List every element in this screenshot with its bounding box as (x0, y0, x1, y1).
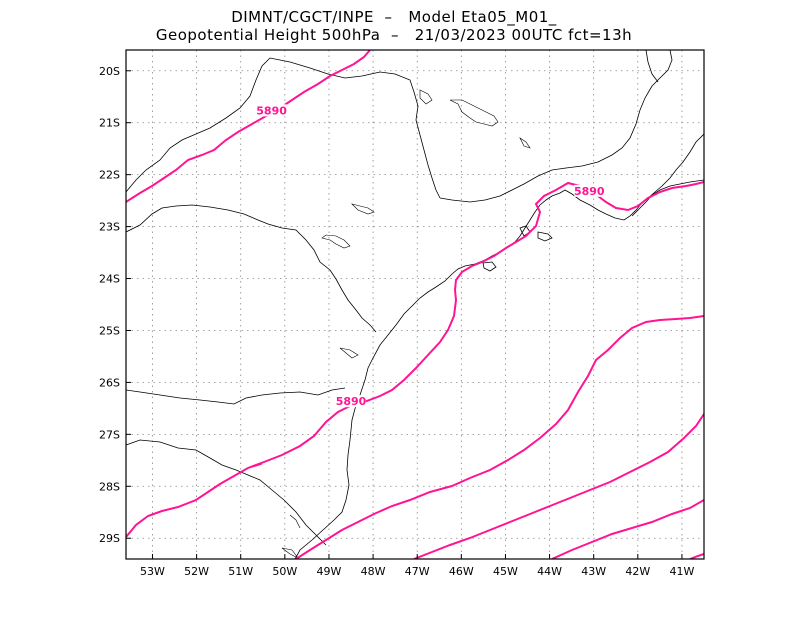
lat-tick-label: 22S (99, 169, 120, 182)
lon-tick-label: 43W (581, 565, 606, 578)
graticule-grid (126, 50, 704, 559)
lat-tick-label: 28S (99, 480, 120, 493)
border-rj-es (631, 179, 704, 217)
lat-tick-label: 23S (99, 221, 120, 234)
lon-tick-label: 53W (140, 565, 165, 578)
border-sp-pr (126, 204, 377, 333)
border-mg-rj (439, 50, 673, 203)
lat-tick-label: 27S (99, 428, 120, 441)
contour-label-bg (574, 184, 605, 197)
lon-tick-label: 42W (625, 565, 650, 578)
lon-tick-label: 44W (537, 565, 562, 578)
height-contours (126, 50, 704, 559)
lon-tick-label: 46W (449, 565, 474, 578)
border-sp-mg (126, 57, 441, 199)
lat-tick-label: 20S (99, 65, 120, 78)
contour-label: 5890 (574, 185, 605, 198)
contour-labels: 5890 5890 5890 (256, 104, 605, 408)
lat-tick-label: 21S (99, 117, 120, 130)
lon-tick-label: 51W (228, 565, 253, 578)
lat-tick-label: 26S (99, 376, 120, 389)
lat-tick-label: 29S (99, 532, 120, 545)
border-pr-sc (126, 387, 346, 405)
border-mg-es (645, 50, 659, 83)
chart-title-line1: DIMNT/CGCT/INPE – Model Eta05_M01_ (231, 8, 557, 26)
plot-frame (125, 49, 705, 560)
axis-ticks: 53W 52W 51W 50W 49W 48W 47W 46W 45W 44W 43W 42W 41W 2… (99, 65, 694, 578)
contour-5910 (413, 413, 704, 559)
lon-tick-label: 45W (493, 565, 518, 578)
lon-tick-label: 50W (272, 565, 297, 578)
contour-label-bg (256, 104, 287, 117)
contour-label: 5890 (256, 104, 287, 117)
contour-5930 (689, 553, 704, 559)
lon-tick-label: 52W (184, 565, 209, 578)
lon-tick-label: 41W (670, 565, 695, 578)
contour-label: 5890 (336, 395, 367, 408)
contour-5890-north (126, 50, 371, 203)
lon-tick-label: 48W (361, 565, 386, 578)
contour-label-bg (336, 395, 367, 408)
chart-title-line2: Geopotential Height 500hPa – 21/03/2023 … (155, 26, 633, 44)
lat-tick-label: 25S (99, 324, 120, 337)
lon-tick-label: 49W (317, 565, 342, 578)
coastline (294, 133, 704, 559)
contour-5900 (295, 315, 704, 559)
contour-5890-coastal (126, 181, 704, 538)
border-sc-rs (126, 439, 327, 546)
lat-tick-label: 24S (99, 273, 120, 286)
contour-5920 (551, 499, 704, 559)
lon-tick-label: 47W (405, 565, 430, 578)
coastline-and-borders (126, 50, 704, 559)
